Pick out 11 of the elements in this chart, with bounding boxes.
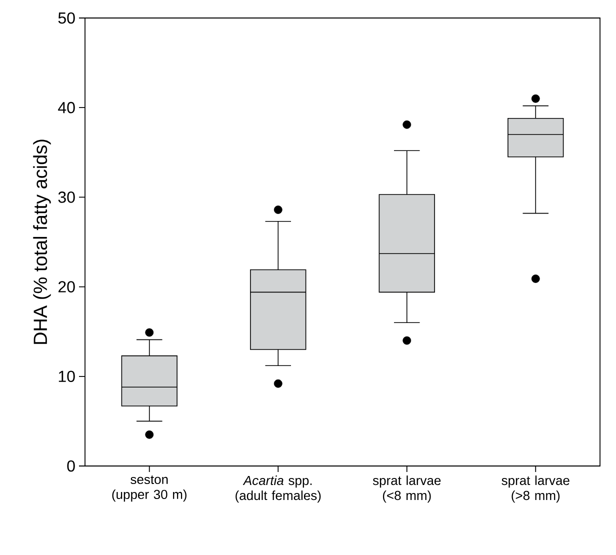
x-tick-label: seston (upper 30 m) xyxy=(112,476,186,502)
y-tick-label: 40 xyxy=(58,102,75,114)
x-tick-label: sprat larvae (>8 mm) xyxy=(502,476,570,503)
y-axis-title: DHA (% total fatty acids) xyxy=(33,140,51,344)
y-tick-label: 30 xyxy=(58,192,75,203)
y-tick-label: 50 xyxy=(58,12,75,24)
x-tick-label: sprat larvae (<8 mm) xyxy=(372,476,441,503)
y-tick-label: 10 xyxy=(58,370,75,382)
x-tick-label: Acartia spp. (adult females) xyxy=(236,476,321,503)
y-tick-label: 0 xyxy=(67,460,75,472)
y-tick-label: 20 xyxy=(58,281,75,292)
